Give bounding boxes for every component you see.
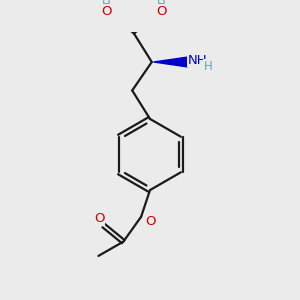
Text: H: H <box>102 0 111 11</box>
Text: NH: NH <box>187 54 207 67</box>
Text: O: O <box>156 5 167 18</box>
Text: H: H <box>203 60 212 73</box>
Text: O: O <box>94 212 104 225</box>
Text: H: H <box>157 0 166 11</box>
Text: O: O <box>101 5 112 18</box>
Polygon shape <box>154 57 188 67</box>
Text: O: O <box>145 215 155 228</box>
